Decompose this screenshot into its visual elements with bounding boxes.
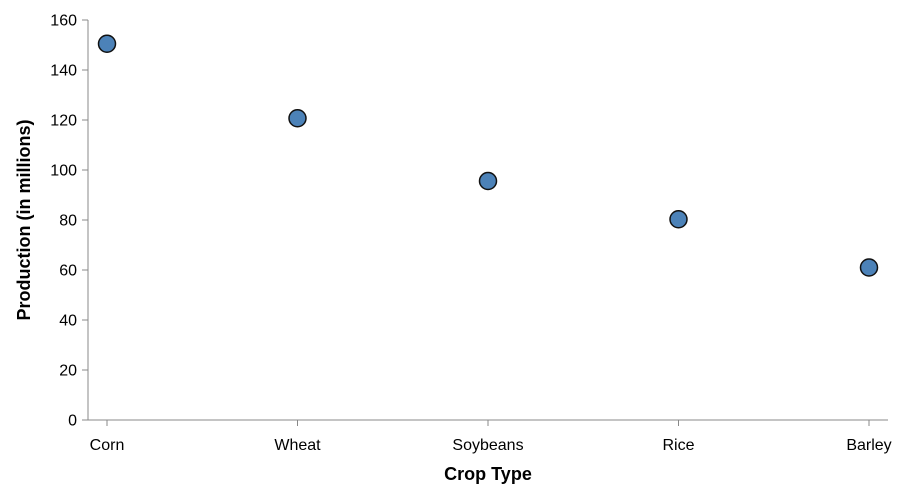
x-axis-title: Crop Type	[444, 464, 532, 484]
y-tick-label: 160	[50, 13, 77, 30]
y-axis: 0 20 40 60 80 100 120 140 160	[50, 13, 89, 430]
y-tick-label: 60	[59, 263, 77, 280]
y-tick-label: 100	[50, 163, 77, 180]
data-point-corn	[97, 34, 117, 53]
x-tick-label: Barley	[846, 437, 891, 454]
y-axis-title: Production (in millions)	[14, 120, 34, 321]
y-tick-label: 80	[59, 213, 77, 230]
y-tick-label: 140	[50, 63, 77, 80]
data-point-barley	[859, 258, 879, 277]
x-tick-label: Soybeans	[452, 437, 523, 454]
x-tick-label: Rice	[662, 437, 694, 454]
y-tick-label: 120	[50, 113, 77, 130]
y-tick-label: 20	[59, 363, 77, 380]
y-tick-label: 40	[59, 313, 77, 330]
data-points	[97, 34, 879, 277]
data-point-soybeans	[478, 171, 498, 191]
x-tick-label: Wheat	[274, 437, 321, 454]
x-tick-label: Corn	[90, 437, 125, 454]
y-tick-label: 0	[68, 413, 77, 430]
data-point-rice	[669, 210, 688, 229]
x-axis: Corn Wheat Soybeans Rice Barley	[88, 419, 892, 454]
data-point-wheat	[288, 109, 307, 128]
